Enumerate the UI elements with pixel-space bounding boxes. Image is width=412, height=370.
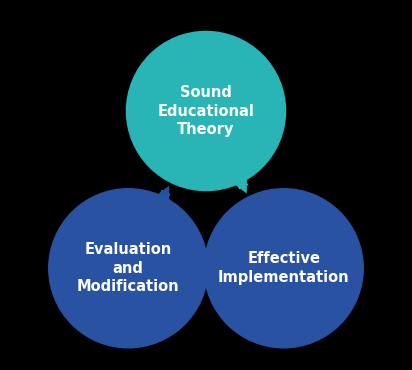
Circle shape xyxy=(204,189,363,348)
Text: Sound
Educational
Theory: Sound Educational Theory xyxy=(157,85,255,137)
Text: Effective
Implementation: Effective Implementation xyxy=(218,252,349,285)
Text: Evaluation
and
Modification: Evaluation and Modification xyxy=(77,242,180,295)
Circle shape xyxy=(49,189,208,348)
Circle shape xyxy=(126,31,286,191)
